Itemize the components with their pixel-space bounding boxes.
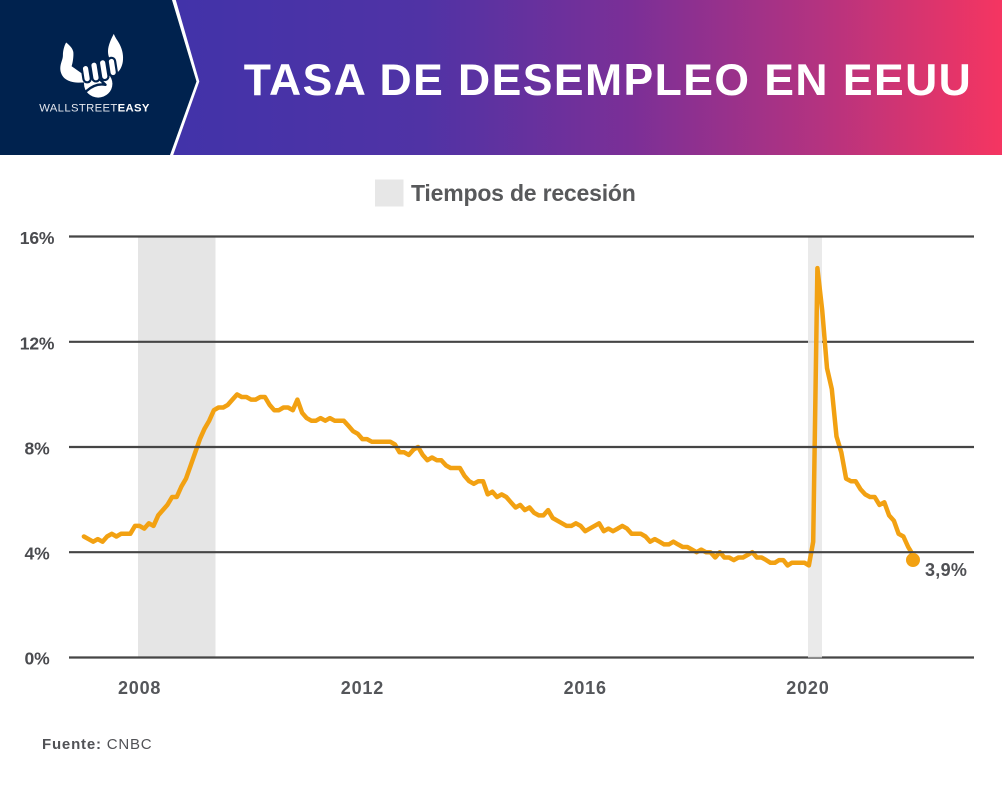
svg-text:8%: 8%: [25, 439, 51, 459]
svg-text:WALLSTREETEASY: WALLSTREETEASY: [39, 103, 150, 115]
svg-text:2016: 2016: [564, 678, 607, 698]
svg-text:2012: 2012: [341, 678, 384, 698]
svg-text:16%: 16%: [20, 228, 55, 248]
svg-text:0%: 0%: [25, 649, 51, 669]
svg-text:TASA DE DESEMPLEO EN EEUU: TASA DE DESEMPLEO EN EEUU: [244, 56, 973, 105]
svg-text:2008: 2008: [118, 678, 161, 698]
svg-text:Tiempos de recesión: Tiempos de recesión: [411, 180, 636, 206]
svg-text:2020: 2020: [786, 678, 829, 698]
svg-text:Fuente: CNBC: Fuente: CNBC: [42, 736, 152, 753]
svg-text:3,9%: 3,9%: [925, 560, 967, 580]
svg-text:12%: 12%: [20, 333, 55, 353]
svg-text:4%: 4%: [25, 544, 51, 564]
